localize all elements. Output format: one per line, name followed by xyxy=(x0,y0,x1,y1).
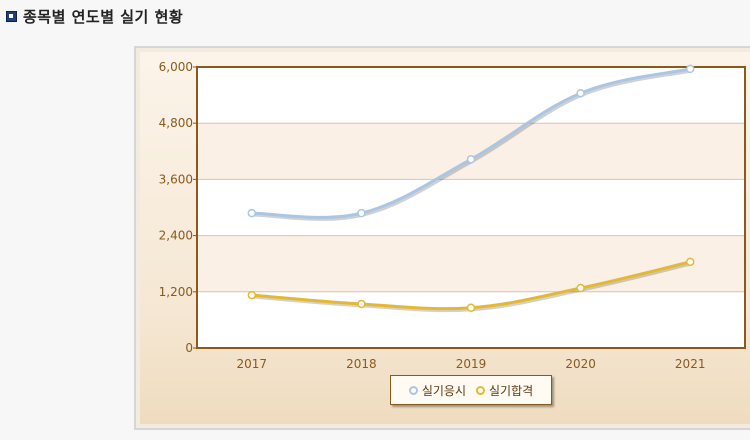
page-title: 종목별 연도별 실기 현황 xyxy=(23,7,184,26)
y-tick-label: 4,800 xyxy=(159,116,193,130)
plot-band xyxy=(197,179,745,236)
data-point xyxy=(685,257,695,267)
plot-band xyxy=(197,123,745,180)
legend-item-series1[interactable]: 실기응시 xyxy=(408,382,466,399)
data-point xyxy=(685,64,695,74)
data-point xyxy=(247,208,257,218)
plot-band xyxy=(197,291,745,348)
y-tick-label: 0 xyxy=(185,341,193,355)
data-point xyxy=(576,283,585,293)
plot-band xyxy=(197,235,745,292)
legend-marker-icon xyxy=(408,385,418,395)
x-tick-label: 2018 xyxy=(346,357,377,371)
plot-band xyxy=(197,67,745,124)
chart-legend: 실기응시 실기합격 xyxy=(390,375,552,405)
y-tick-label: 3,600 xyxy=(159,172,193,186)
x-tick-label: 2021 xyxy=(675,357,706,371)
data-point xyxy=(357,299,366,309)
data-point xyxy=(357,208,366,218)
legend-label: 실기응시 xyxy=(421,383,466,398)
legend-item-series2[interactable]: 실기합격 xyxy=(476,382,533,399)
plot-border xyxy=(196,66,746,349)
x-tick-label: 2020 xyxy=(565,357,596,371)
y-tick-label: 6,000 xyxy=(159,60,193,74)
data-point xyxy=(466,155,476,164)
y-tick-label: 2,400 xyxy=(159,229,193,243)
x-tick-label: 2019 xyxy=(456,357,487,371)
data-point xyxy=(576,88,585,98)
x-tick-label: 2017 xyxy=(237,357,268,371)
legend-label: 실기합격 xyxy=(489,383,534,398)
page-header: 종목별 연도별 실기 현황 xyxy=(6,6,183,26)
data-point xyxy=(466,303,476,312)
data-point xyxy=(247,290,257,300)
legend-marker-icon xyxy=(476,385,485,395)
y-tick-label: 1,200 xyxy=(159,285,193,299)
bullet-icon xyxy=(6,10,17,22)
